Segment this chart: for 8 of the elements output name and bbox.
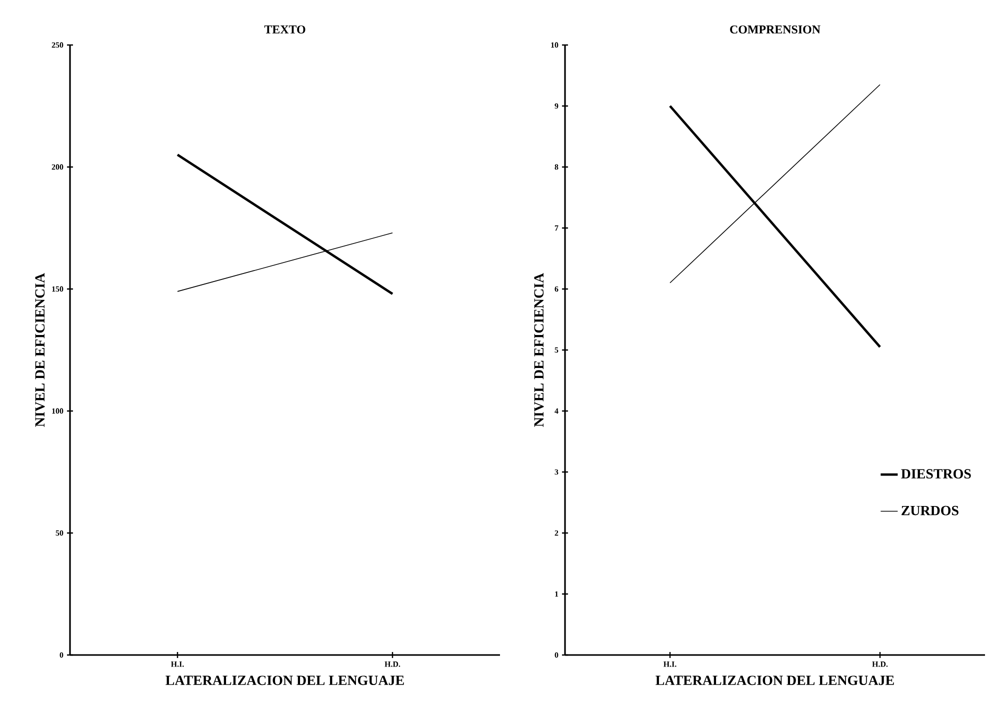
chart-title: COMPRENSION (730, 25, 820, 34)
y-axis-title: NIVEL DE EFICIENCIA (35, 273, 45, 427)
legend-label: ZURDOS (902, 506, 958, 516)
y-axis-title: NIVEL DE EFICIENCIA (534, 273, 544, 427)
x-axis-title: LATERALIZACION DEL LENGUAJE (656, 676, 894, 686)
x-axis-title: LATERALIZACION DEL LENGUAJE (166, 676, 404, 686)
chart-title: TEXTO (264, 25, 306, 34)
legend-label: DIESTROS (901, 469, 971, 479)
